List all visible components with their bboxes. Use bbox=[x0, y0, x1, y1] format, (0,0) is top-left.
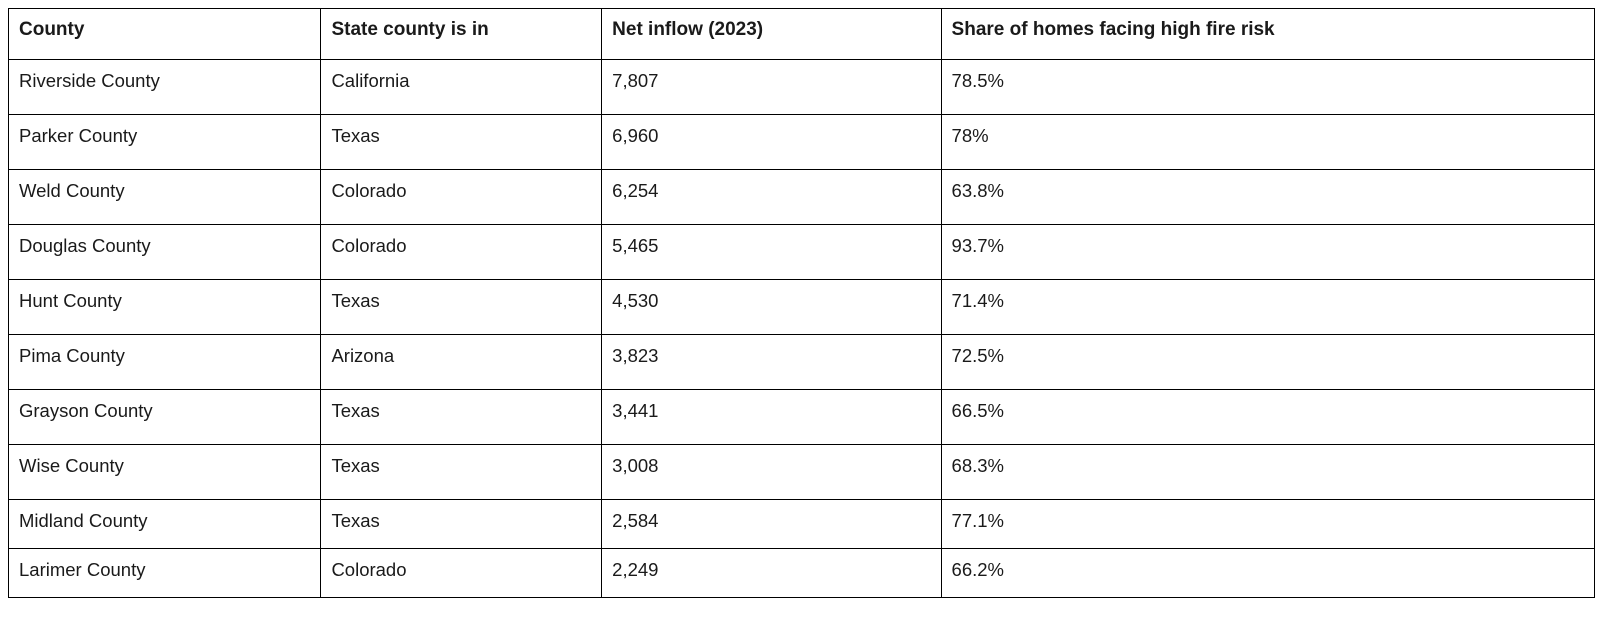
table-row: Midland CountyTexas2,58477.1% bbox=[9, 500, 1595, 549]
table-row: Larimer CountyColorado2,24966.2% bbox=[9, 549, 1595, 598]
table-cell: Texas bbox=[321, 280, 602, 335]
table-cell: Colorado bbox=[321, 170, 602, 225]
table-row: Wise CountyTexas3,00868.3% bbox=[9, 445, 1595, 500]
table-cell: Texas bbox=[321, 390, 602, 445]
header-fire-risk: Share of homes facing high fire risk bbox=[941, 9, 1594, 60]
fire-risk-county-table: County State county is in Net inflow (20… bbox=[8, 8, 1595, 598]
table-cell: Texas bbox=[321, 115, 602, 170]
table-cell: Texas bbox=[321, 445, 602, 500]
table-cell: 3,008 bbox=[602, 445, 941, 500]
table-cell: 2,584 bbox=[602, 500, 941, 549]
table-cell: 77.1% bbox=[941, 500, 1594, 549]
header-inflow: Net inflow (2023) bbox=[602, 9, 941, 60]
table-cell: 72.5% bbox=[941, 335, 1594, 390]
table-cell: Arizona bbox=[321, 335, 602, 390]
table-cell: Parker County bbox=[9, 115, 321, 170]
table-row: Weld CountyColorado6,25463.8% bbox=[9, 170, 1595, 225]
header-county: County bbox=[9, 9, 321, 60]
table-cell: 68.3% bbox=[941, 445, 1594, 500]
table-body: Riverside CountyCalifornia7,80778.5%Park… bbox=[9, 60, 1595, 598]
table-cell: Colorado bbox=[321, 549, 602, 598]
table-cell: Larimer County bbox=[9, 549, 321, 598]
table-row: Parker CountyTexas6,96078% bbox=[9, 115, 1595, 170]
table-cell: Riverside County bbox=[9, 60, 321, 115]
table-cell: Midland County bbox=[9, 500, 321, 549]
table-cell: Weld County bbox=[9, 170, 321, 225]
table-cell: 6,254 bbox=[602, 170, 941, 225]
table-cell: 93.7% bbox=[941, 225, 1594, 280]
table-row: Douglas CountyColorado5,46593.7% bbox=[9, 225, 1595, 280]
table-cell: 6,960 bbox=[602, 115, 941, 170]
table-cell: 66.5% bbox=[941, 390, 1594, 445]
table-row: Hunt CountyTexas4,53071.4% bbox=[9, 280, 1595, 335]
table-cell: 4,530 bbox=[602, 280, 941, 335]
table-cell: 71.4% bbox=[941, 280, 1594, 335]
table-cell: 78.5% bbox=[941, 60, 1594, 115]
table-cell: 78% bbox=[941, 115, 1594, 170]
table-row: Grayson CountyTexas3,44166.5% bbox=[9, 390, 1595, 445]
table-cell: 2,249 bbox=[602, 549, 941, 598]
table-row: Riverside CountyCalifornia7,80778.5% bbox=[9, 60, 1595, 115]
table-cell: 63.8% bbox=[941, 170, 1594, 225]
table-cell: 3,441 bbox=[602, 390, 941, 445]
table-row: Pima CountyArizona3,82372.5% bbox=[9, 335, 1595, 390]
table-cell: Pima County bbox=[9, 335, 321, 390]
table-cell: 66.2% bbox=[941, 549, 1594, 598]
table-header-row: County State county is in Net inflow (20… bbox=[9, 9, 1595, 60]
table-cell: 3,823 bbox=[602, 335, 941, 390]
table-cell: Grayson County bbox=[9, 390, 321, 445]
table-cell: Hunt County bbox=[9, 280, 321, 335]
table-cell: Texas bbox=[321, 500, 602, 549]
table-cell: 7,807 bbox=[602, 60, 941, 115]
header-state: State county is in bbox=[321, 9, 602, 60]
table-cell: 5,465 bbox=[602, 225, 941, 280]
table-cell: Douglas County bbox=[9, 225, 321, 280]
table-cell: California bbox=[321, 60, 602, 115]
table-cell: Wise County bbox=[9, 445, 321, 500]
table-cell: Colorado bbox=[321, 225, 602, 280]
